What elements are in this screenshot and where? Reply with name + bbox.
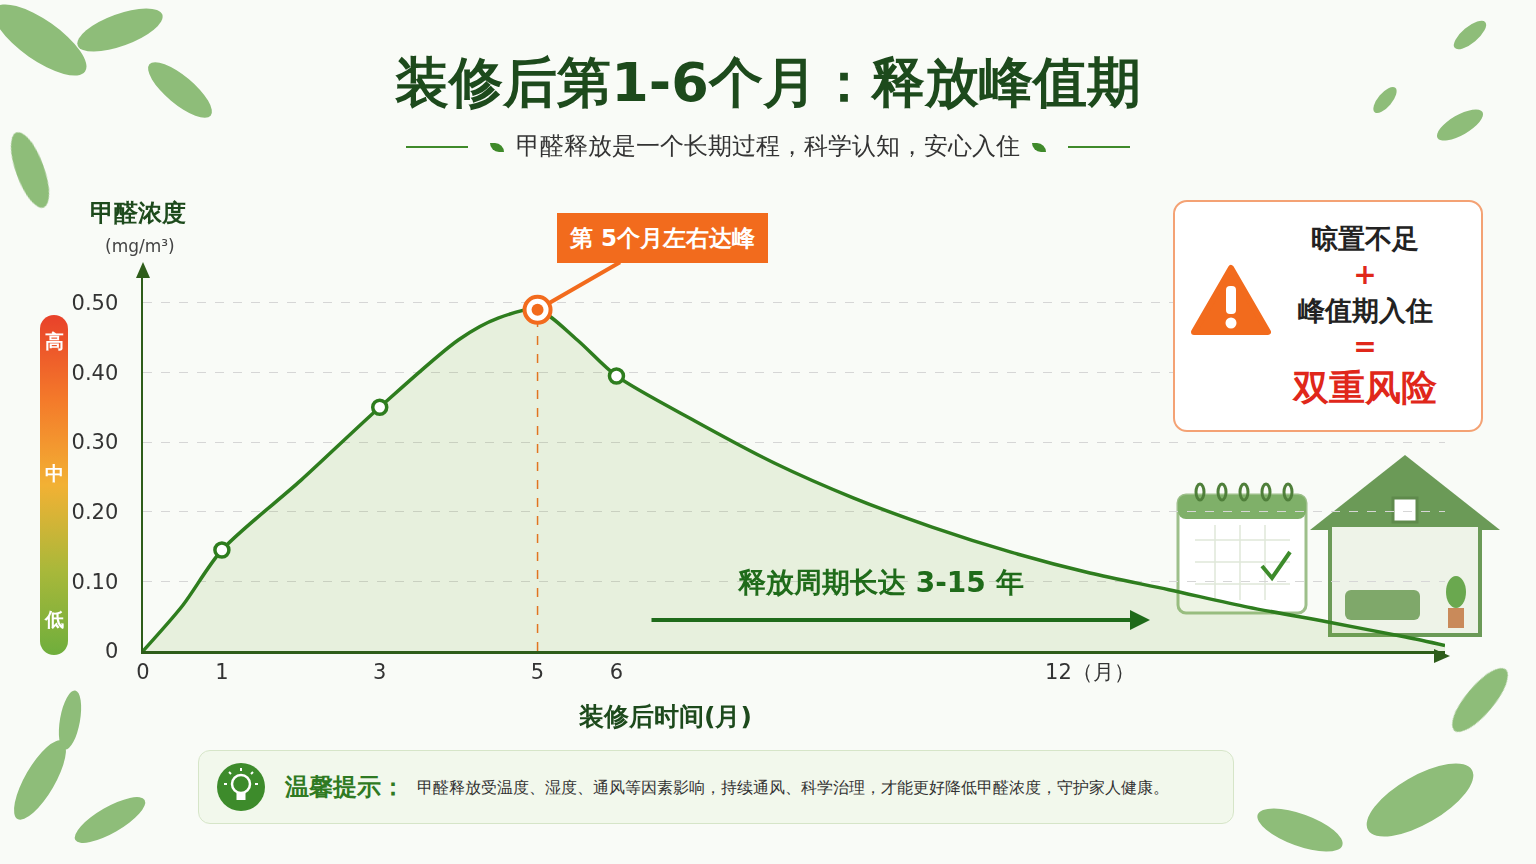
- html-text:中: 中: [44, 462, 64, 484]
- svg-text:0.30: 0.30: [72, 430, 119, 454]
- html-text:晾置不足: 晾置不足: [1311, 223, 1419, 254]
- svg-text:1: 1: [215, 660, 228, 684]
- svg-text:(mg/m³): (mg/m³): [105, 236, 175, 256]
- html-text:甲醛释放是一个长期过程，科学认知，安心入住: 甲醛释放是一个长期过程，科学认知，安心入住: [516, 132, 1020, 160]
- svg-text:5: 5: [531, 660, 544, 684]
- svg-text:0.10: 0.10: [72, 570, 119, 594]
- html-text:峰值期入住: 峰值期入住: [1297, 295, 1433, 326]
- svg-text:0.40: 0.40: [72, 361, 119, 385]
- html-text:高: 高: [44, 330, 64, 352]
- svg-text:0.50: 0.50: [72, 291, 119, 315]
- svg-text:12（月）: 12（月）: [1045, 660, 1135, 684]
- svg-text:装修后时间(月): 装修后时间(月): [578, 702, 752, 731]
- svg-text:释放周期长达 3-15 年: 释放周期长达 3-15 年: [737, 566, 1024, 599]
- html-text:温馨提示：: 温馨提示：: [285, 773, 405, 801]
- svg-text:0: 0: [136, 660, 149, 684]
- svg-text:装修后第1-6个月：释放峰值期: 装修后第1-6个月：释放峰值期: [395, 51, 1141, 114]
- svg-text:0.20: 0.20: [72, 500, 119, 524]
- svg-text:0: 0: [105, 639, 118, 663]
- svg-text:3: 3: [373, 660, 386, 684]
- svg-text:甲醛浓度: 甲醛浓度: [90, 199, 186, 227]
- html-text:双重风险: 双重风险: [1293, 367, 1437, 408]
- svg-text:第 5个月左右达峰: 第 5个月左右达峰: [569, 225, 756, 251]
- html-text:低: 低: [44, 608, 64, 630]
- svg-text:6: 6: [610, 660, 623, 684]
- html-text:甲醛释放受温度、湿度、通风等因素影响，持续通风、科学治理，才: 甲醛释放受温度、湿度、通风等因素影响，持续通风、科学治理，才能更好降低甲醛浓度，…: [417, 778, 1169, 797]
